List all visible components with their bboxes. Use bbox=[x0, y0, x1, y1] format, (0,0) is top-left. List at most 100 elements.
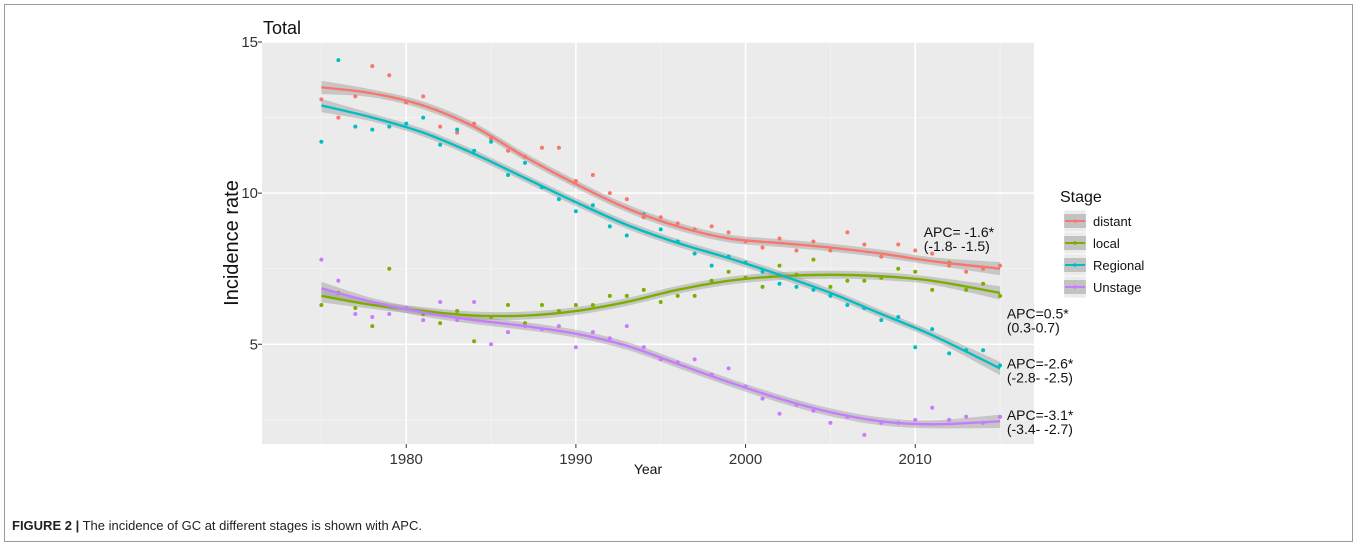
point-regional bbox=[947, 351, 952, 356]
point-distant bbox=[777, 236, 782, 241]
point-local bbox=[506, 302, 511, 307]
point-regional bbox=[709, 263, 714, 268]
point-local bbox=[930, 287, 935, 292]
point-local bbox=[607, 293, 612, 298]
apc-ci-local: (0.3-0.7) bbox=[1007, 320, 1060, 336]
legend-key-point-regional bbox=[1073, 263, 1077, 267]
point-unstage bbox=[947, 417, 952, 422]
x-tick-label: 2010 bbox=[899, 451, 932, 468]
point-regional bbox=[573, 209, 578, 214]
point-regional bbox=[760, 269, 765, 274]
point-unstage bbox=[624, 324, 629, 329]
point-local bbox=[522, 321, 527, 326]
point-distant bbox=[828, 248, 833, 253]
point-unstage bbox=[692, 357, 697, 362]
point-distant bbox=[726, 230, 731, 235]
point-distant bbox=[506, 148, 511, 153]
point-regional bbox=[421, 115, 426, 120]
ribbon-distant bbox=[321, 80, 1001, 276]
point-unstage bbox=[353, 312, 358, 317]
apc-ci-regional: (-2.8- -2.5) bbox=[1007, 369, 1073, 385]
point-regional bbox=[319, 139, 324, 144]
point-local bbox=[539, 302, 544, 307]
apc-label-local: APC=0.5* bbox=[1007, 306, 1069, 322]
line-local bbox=[321, 273, 1001, 318]
point-distant bbox=[896, 242, 901, 247]
point-unstage bbox=[438, 299, 443, 304]
point-distant bbox=[709, 224, 714, 229]
line-distant bbox=[321, 86, 1001, 270]
legend-key-point-local bbox=[1073, 241, 1077, 245]
point-local bbox=[472, 339, 477, 344]
point-regional bbox=[658, 227, 663, 232]
apc-ci-distant: (-1.8- -1.5) bbox=[924, 238, 990, 254]
point-regional bbox=[404, 121, 409, 126]
point-regional bbox=[607, 224, 612, 229]
point-unstage bbox=[862, 432, 867, 437]
point-local bbox=[573, 302, 578, 307]
point-regional bbox=[455, 127, 460, 132]
point-local bbox=[777, 263, 782, 268]
point-distant bbox=[353, 94, 358, 99]
point-distant bbox=[319, 97, 324, 102]
point-local bbox=[387, 266, 392, 271]
point-regional bbox=[913, 345, 918, 350]
point-distant bbox=[811, 239, 816, 244]
caption-label: FIGURE 2 | bbox=[12, 518, 80, 533]
point-local bbox=[590, 302, 595, 307]
point-regional bbox=[794, 284, 799, 289]
point-distant bbox=[624, 197, 629, 202]
point-local bbox=[455, 309, 460, 314]
point-regional bbox=[506, 172, 511, 177]
point-regional bbox=[370, 127, 375, 132]
point-distant bbox=[590, 172, 595, 177]
point-unstage bbox=[913, 417, 918, 422]
point-local bbox=[964, 287, 969, 292]
point-local bbox=[438, 321, 443, 326]
point-local bbox=[675, 293, 680, 298]
point-local bbox=[319, 302, 324, 307]
point-unstage bbox=[777, 411, 782, 416]
point-local bbox=[641, 287, 646, 292]
point-regional bbox=[522, 160, 527, 165]
point-unstage bbox=[590, 330, 595, 335]
point-unstage bbox=[930, 405, 935, 410]
point-regional bbox=[472, 148, 477, 153]
point-unstage bbox=[573, 345, 578, 350]
point-regional bbox=[624, 233, 629, 238]
legend-key-point-unstage bbox=[1073, 285, 1077, 289]
point-unstage bbox=[760, 396, 765, 401]
y-tick-label: 5 bbox=[250, 336, 258, 353]
line-unstage bbox=[321, 287, 1001, 426]
point-regional bbox=[692, 251, 697, 256]
point-distant bbox=[760, 245, 765, 250]
point-distant bbox=[539, 145, 544, 150]
point-local bbox=[896, 266, 901, 271]
point-regional bbox=[845, 302, 850, 307]
point-local bbox=[845, 278, 850, 283]
point-regional bbox=[811, 287, 816, 292]
point-local bbox=[726, 269, 731, 274]
point-unstage bbox=[964, 414, 969, 419]
legend-title: Stage bbox=[1060, 189, 1102, 206]
point-distant bbox=[998, 263, 1003, 268]
point-local bbox=[828, 284, 833, 289]
point-local bbox=[353, 305, 358, 310]
point-local bbox=[709, 278, 714, 283]
legend-label-distant: distant bbox=[1093, 214, 1132, 229]
apc-label-unstage: APC=-3.1* bbox=[1007, 407, 1074, 423]
point-distant bbox=[930, 251, 935, 256]
point-regional bbox=[387, 124, 392, 129]
point-unstage bbox=[472, 299, 477, 304]
point-regional bbox=[590, 203, 595, 208]
point-local bbox=[913, 269, 918, 274]
point-local bbox=[370, 324, 375, 329]
point-unstage bbox=[998, 414, 1003, 419]
apc-ci-unstage: (-3.4- -2.7) bbox=[1007, 421, 1073, 437]
point-regional bbox=[336, 58, 341, 63]
point-unstage bbox=[726, 366, 731, 371]
point-local bbox=[811, 257, 816, 262]
point-regional bbox=[438, 142, 443, 147]
point-regional bbox=[998, 363, 1003, 368]
